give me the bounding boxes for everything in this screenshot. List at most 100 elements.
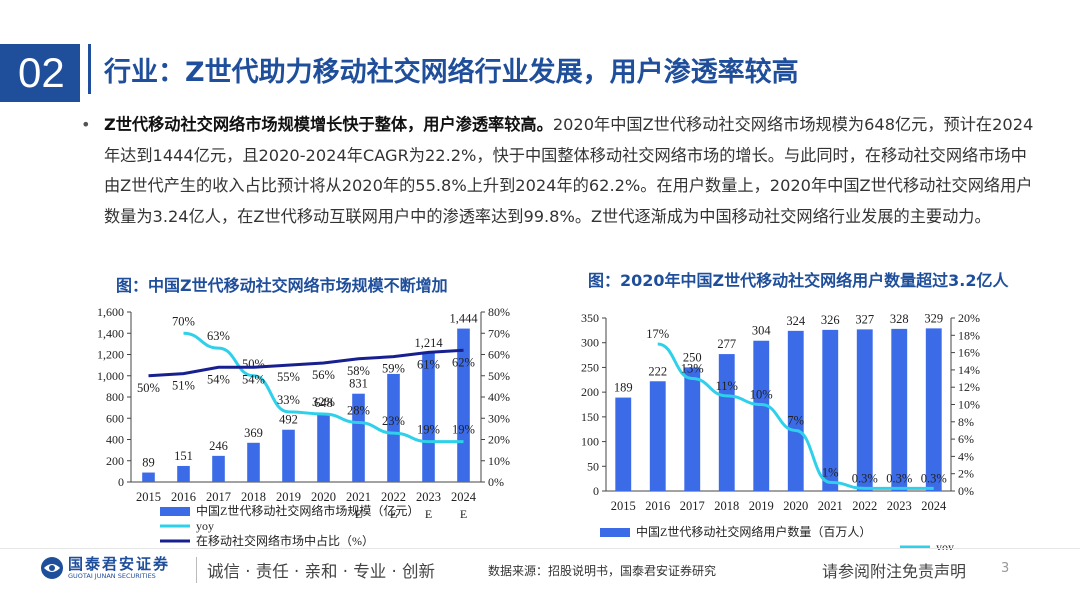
share-label: 54% — [207, 372, 230, 386]
bar — [649, 381, 666, 491]
left-tick-label: 400 — [106, 433, 124, 447]
x-tick-label: 2018 — [241, 490, 266, 504]
left-tick-label: 200 — [581, 385, 599, 399]
x-tick-label: 2019 — [276, 490, 301, 504]
left-tick-label: 200 — [106, 454, 124, 468]
x-tick-label: 2015 — [136, 490, 161, 504]
bar-value-label: 329 — [924, 311, 943, 325]
x-tick-label: 2024 — [451, 490, 477, 504]
legend-label: yoy — [196, 519, 214, 533]
left-tick-label: 0 — [593, 484, 599, 498]
title-divider — [88, 44, 91, 94]
x-tick-label: 2017 — [206, 490, 231, 504]
logo-subtitle: GUOTAI JUNAN SECURITIES — [68, 572, 156, 580]
x-tick-label: 2020 — [783, 499, 808, 513]
yoy-label: 10% — [750, 388, 773, 402]
bar — [387, 373, 400, 482]
share-label: 55% — [277, 370, 300, 384]
right-tick-label: 0% — [488, 475, 504, 489]
share-label: 58% — [347, 364, 370, 378]
x-tick-suffix: E — [355, 507, 362, 521]
left-tick-label: 600 — [106, 411, 124, 425]
bar — [684, 367, 701, 491]
data-source: 数据来源：招股说明书，国泰君安证券研究 — [488, 564, 717, 578]
share-label: 59% — [382, 362, 405, 376]
left-tick-label: 350 — [581, 311, 599, 325]
yoy-label: 23% — [382, 414, 405, 428]
bullet-marker: • — [81, 115, 91, 134]
bar — [615, 397, 632, 491]
share-label: 61% — [417, 357, 440, 371]
legend-label: yoy — [936, 540, 954, 550]
yoy-line — [183, 331, 464, 444]
x-tick-label: 2019 — [749, 499, 774, 513]
yoy-label: 11% — [716, 379, 738, 393]
x-tick-label: 2022 — [852, 499, 877, 513]
user-count-chart: 0 50 100 150 200 250 300 350 0% 2% 4% 6% 8% 10% 12% 14%… — [581, 311, 980, 550]
bar — [822, 329, 839, 491]
right-tick-label: 16% — [958, 346, 980, 360]
x-tick-label: 2015 — [611, 499, 636, 513]
left-tick-label: 1,000 — [97, 369, 124, 383]
legend-label: 中国Z世代移动社交网络市场规模（亿元） — [196, 503, 419, 518]
bar-value-label: 492 — [279, 413, 298, 427]
company-slogan: 诚信 · 责任 · 亲和 · 专业 · 创新 — [207, 562, 435, 581]
left-tick-label: 1,400 — [97, 326, 124, 340]
bar-value-label: 328 — [890, 312, 909, 326]
bar-value-label: 831 — [349, 377, 368, 391]
logo-name: 国泰君安证券 — [68, 555, 171, 573]
x-tick-label: 2023 — [887, 499, 912, 513]
bar-value-label: 326 — [821, 313, 840, 327]
left-tick-label: 0 — [118, 475, 124, 489]
bar-value-label: 222 — [648, 364, 667, 378]
right-tick-label: 2% — [958, 467, 974, 481]
bar — [457, 328, 470, 482]
legend-label: 在移动社交网络市场中占比（%） — [196, 533, 374, 548]
x-tick-label: 2024 — [921, 499, 947, 513]
yoy-label: 0.3% — [886, 471, 912, 485]
right-figure-caption: 图：2020年中国Z世代移动社交网络用户数量超过3.2亿人 — [588, 271, 1009, 290]
market-size-chart: 0 200 400 600 800 1,000 1,200 1,400 1,600 0% 10% 20… — [97, 305, 510, 548]
bar — [718, 354, 735, 491]
body-text: 2020年中国Z世代移动社交网络市场规模为648亿元，预计在2024年达到144… — [104, 115, 1034, 226]
yoy-label: 70% — [172, 314, 195, 328]
bar-value-label: 304 — [752, 324, 772, 338]
x-tick-label: 2016 — [171, 490, 196, 504]
bar-value-label: 250 — [683, 350, 702, 364]
right-tick-label: 10% — [488, 454, 510, 468]
share-label: 56% — [312, 368, 335, 382]
share-line — [148, 348, 464, 378]
yoy-label: 13% — [681, 362, 704, 376]
x-tick-label: 2022 — [381, 490, 406, 504]
bar-value-label: 648 — [314, 396, 333, 410]
right-tick-label: 50% — [488, 369, 510, 383]
x-tick-label: 2023 — [416, 490, 441, 504]
x-tick-suffix: E — [390, 507, 397, 521]
right-tick-label: 30% — [488, 411, 510, 425]
x-tick-label: 2021 — [346, 490, 371, 504]
bar — [422, 353, 435, 482]
bar — [787, 330, 804, 491]
left-tick-label: 1,200 — [97, 348, 124, 362]
right-tick-label: 40% — [488, 390, 510, 404]
right-tick-label: 80% — [488, 305, 510, 319]
left-tick-label: 50 — [587, 459, 599, 473]
x-tick-suffix: E — [460, 507, 467, 521]
x-tick-label: 2017 — [680, 499, 705, 513]
yoy-label: 63% — [207, 329, 230, 343]
bar-value-label: 246 — [209, 439, 228, 453]
bar-value-label: 1,444 — [449, 312, 478, 326]
right-tick-label: 10% — [958, 398, 980, 412]
bar — [142, 472, 155, 482]
bar — [753, 340, 770, 491]
bar-value-label: 324 — [786, 314, 806, 328]
bar — [212, 455, 225, 482]
bold-lead: Z世代移动社交网络市场规模增长快于整体，用户渗透率较高。 — [104, 115, 553, 134]
yoy-label: 32% — [312, 395, 335, 409]
bar — [317, 413, 330, 482]
share-label: 50% — [137, 381, 160, 395]
x-tick-suffix: E — [425, 507, 432, 521]
footer-separator — [196, 557, 197, 583]
right-tick-label: 60% — [488, 348, 510, 362]
share-label: 54% — [242, 372, 265, 386]
